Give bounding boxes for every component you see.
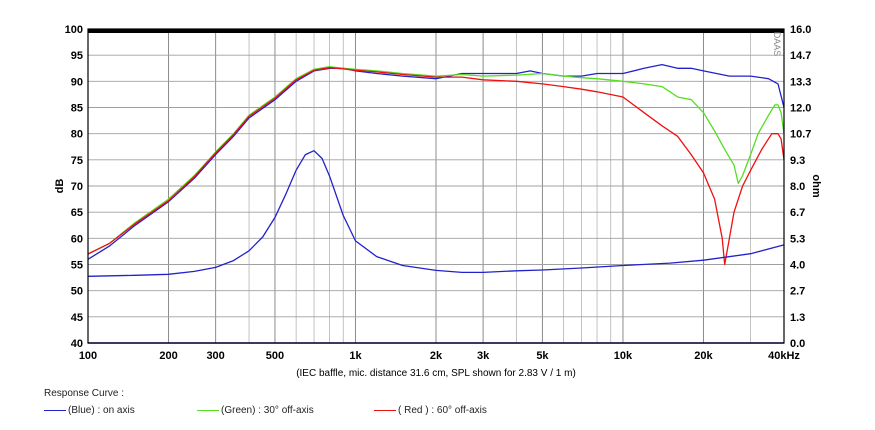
left-axis-label: dB bbox=[54, 179, 66, 194]
on-axis-spl-curve bbox=[87, 63, 785, 260]
legend-swatch-green bbox=[197, 410, 219, 411]
left-tick-label: 65 bbox=[71, 207, 83, 219]
right-tick-label: 12.0 bbox=[790, 103, 811, 115]
right-tick-label: 13.3 bbox=[790, 76, 811, 88]
legend-label-green: (Green) : 30° off-axis bbox=[221, 405, 314, 416]
x-tick-label: 40kHz bbox=[768, 350, 800, 362]
legend-swatch-blue bbox=[44, 410, 66, 411]
left-tick-label: 100 bbox=[65, 24, 83, 36]
left-tick-label: 85 bbox=[71, 103, 83, 115]
plot-frame bbox=[87, 28, 785, 344]
right-tick-label: 9.3 bbox=[790, 155, 805, 167]
left-tick-label: 70 bbox=[71, 181, 83, 193]
x-tick-label: 100 bbox=[79, 350, 97, 362]
legend-label-red: ( Red ) : 60° off-axis bbox=[398, 405, 487, 416]
left-tick-label: 50 bbox=[71, 286, 83, 298]
left-tick-label: 80 bbox=[71, 129, 83, 141]
left-tick-label: 95 bbox=[71, 50, 83, 62]
left-tick-label: 75 bbox=[71, 155, 83, 167]
right-tick-label: 14.7 bbox=[790, 50, 811, 62]
x-tick-label: 3k bbox=[477, 350, 490, 362]
right-tick-label: 6.7 bbox=[790, 207, 805, 219]
legend-item-red: ( Red ) : 60° off-axis bbox=[374, 405, 487, 416]
right-tick-label: 16.0 bbox=[790, 24, 811, 36]
right-tick-label: 8.0 bbox=[790, 181, 805, 193]
right-tick-label: 5.3 bbox=[790, 233, 805, 245]
legend-label-blue: (Blue) : on axis bbox=[68, 405, 135, 416]
x-tick-label: 300 bbox=[206, 350, 224, 362]
x-tick-labels: 100 200 300 500 1k 2k 3k 5k 10k 20k 40kHz bbox=[79, 350, 801, 362]
legend-swatch-red bbox=[374, 410, 396, 411]
impedance-curve bbox=[87, 150, 785, 277]
x-tick-label: 200 bbox=[159, 350, 177, 362]
x-tick-label: 2k bbox=[430, 350, 443, 362]
legend: Response Curve : (Blue) : on axis (Green… bbox=[44, 388, 644, 428]
right-tick-label: 1.3 bbox=[790, 312, 805, 324]
legend-item-green: (Green) : 30° off-axis bbox=[197, 405, 314, 416]
legend-title: Response Curve : bbox=[44, 388, 125, 399]
legend-item-blue: (Blue) : on axis bbox=[44, 405, 135, 416]
left-axis-tick-labels: 40 45 50 55 60 65 70 75 80 85 90 95 100 bbox=[65, 24, 83, 350]
right-tick-label: 2.7 bbox=[790, 286, 805, 298]
top-band bbox=[88, 29, 784, 33]
x-tick-label: 10k bbox=[614, 350, 633, 362]
left-tick-label: 55 bbox=[71, 260, 83, 272]
60deg-off-axis-spl-curve bbox=[87, 67, 785, 266]
right-tick-label: 0.0 bbox=[790, 338, 805, 350]
measurement-caption: (IEC baffle, mic. distance 31.6 cm, SPL … bbox=[296, 368, 576, 379]
right-tick-label: 4.0 bbox=[790, 260, 805, 272]
x-tick-label: 5k bbox=[536, 350, 549, 362]
x-tick-label: 1k bbox=[349, 350, 362, 362]
left-tick-label: 90 bbox=[71, 76, 83, 88]
right-axis-label: ohm bbox=[810, 174, 822, 197]
30deg-off-axis-spl-curve bbox=[87, 66, 785, 255]
right-axis-tick-labels: 0.0 1.3 2.7 4.0 5.3 6.7 8.0 9.3 10.7 12.0 13.3 14.7… bbox=[790, 24, 811, 350]
left-tick-label: 45 bbox=[71, 312, 83, 324]
left-tick-label: 60 bbox=[71, 233, 83, 245]
daas-watermark: DAAS bbox=[772, 32, 782, 57]
x-tick-label: 500 bbox=[266, 350, 284, 362]
x-tick-label: 20k bbox=[694, 350, 713, 362]
right-tick-label: 10.7 bbox=[790, 129, 811, 141]
left-tick-label: 40 bbox=[71, 338, 83, 350]
